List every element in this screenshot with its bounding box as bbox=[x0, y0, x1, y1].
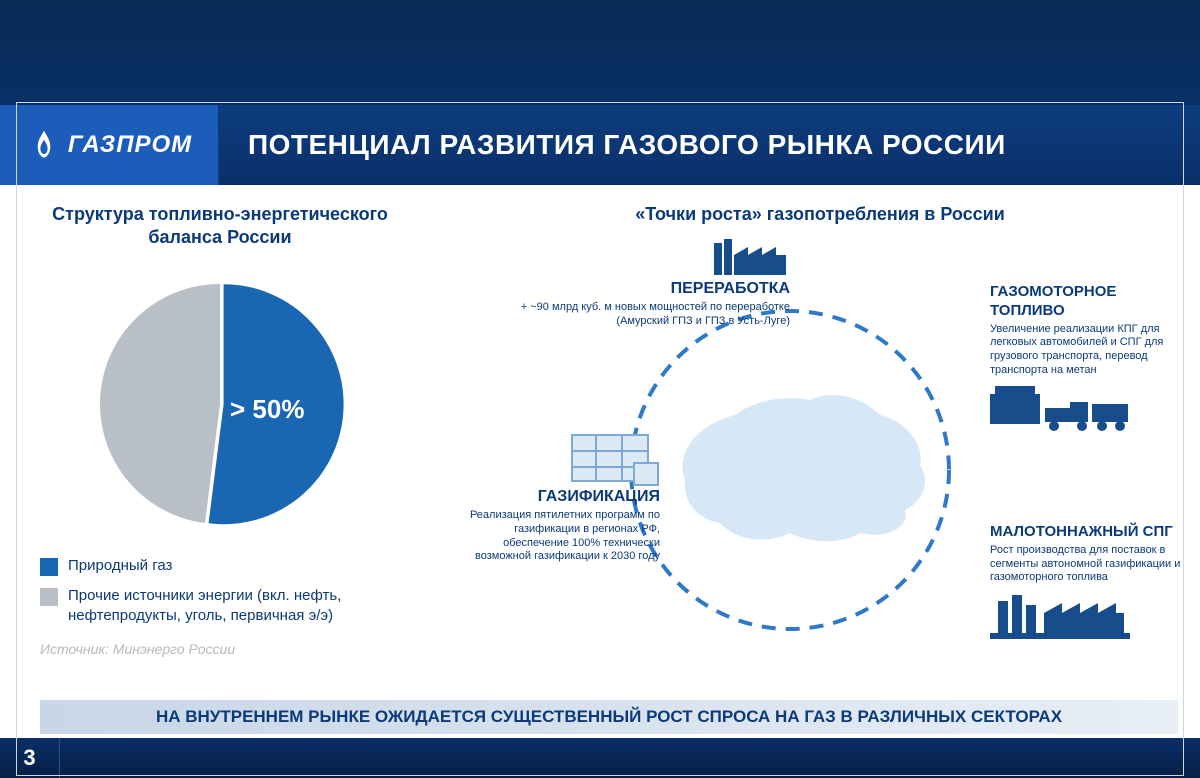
node-gasification-title: ГАЗИФИКАЦИЯ bbox=[450, 487, 660, 507]
brand-logo: ГАЗПРОМ bbox=[0, 105, 220, 185]
legend-item-2: Прочие источники энергии (вкл. нефть, не… bbox=[40, 586, 400, 625]
left-subtitle: Структура топливно-энергетического балан… bbox=[52, 203, 388, 248]
factory-icon bbox=[710, 233, 790, 279]
conclusion-bar: НА ВНУТРЕННЕМ РЫНКЕ ОЖИДАЕТСЯ СУЩЕСТВЕНН… bbox=[40, 700, 1178, 734]
legend-item-1: Природный газ bbox=[40, 556, 400, 576]
node-motor-fuel-title: ГАЗОМОТОРНОЕ ТОПЛИВО bbox=[990, 283, 1190, 321]
node-small-lng: МАЛОТОННАЖНЫЙ СПГ Рост производства для … bbox=[990, 523, 1190, 641]
legend-swatch-2 bbox=[40, 588, 58, 606]
node-motor-fuel: ГАЗОМОТОРНОЕ ТОПЛИВО Увеличение реализац… bbox=[990, 283, 1190, 434]
node-processing: ПЕРЕРАБОТКА + ~90 млрд куб. м новых мощн… bbox=[520, 233, 790, 329]
footer: 3 bbox=[0, 738, 1200, 778]
left-subtitle-l1: Структура топливно-энергетического bbox=[52, 204, 388, 224]
node-processing-title: ПЕРЕРАБОТКА bbox=[520, 279, 790, 299]
flame-icon bbox=[26, 127, 62, 163]
legend-swatch-1 bbox=[40, 558, 58, 576]
legend: Природный газ Прочие источники энергии (… bbox=[40, 556, 400, 635]
blueprint-icon bbox=[570, 433, 660, 487]
pie-center-label: > 50% bbox=[230, 394, 304, 425]
slide: ГАЗПРОМ ПОТЕНЦИАЛ РАЗВИТИЯ ГАЗОВОГО РЫНК… bbox=[0, 0, 1200, 778]
node-gasification-desc: Реализация пятилетних программ по газифи… bbox=[450, 509, 660, 564]
body: Структура топливно-энергетического балан… bbox=[0, 185, 1200, 705]
legend-text-1: Природный газ bbox=[68, 556, 172, 576]
node-small-lng-desc: Рост производства для поставок в сегмент… bbox=[990, 544, 1190, 585]
slide-title: ПОТЕНЦИАЛ РАЗВИТИЯ ГАЗОВОГО РЫНКА РОССИИ bbox=[220, 105, 1200, 185]
top-band bbox=[0, 0, 1200, 105]
node-small-lng-title: МАЛОТОННАЖНЫЙ СПГ bbox=[990, 523, 1190, 542]
plant-icon bbox=[990, 589, 1130, 641]
header: ГАЗПРОМ ПОТЕНЦИАЛ РАЗВИТИЯ ГАЗОВОГО РЫНК… bbox=[0, 105, 1200, 185]
ring-svg bbox=[625, 305, 955, 635]
right-column: «Точки роста» газопотребления в России П… bbox=[400, 203, 1180, 697]
node-processing-desc: + ~90 млрд куб. м новых мощностей по пер… bbox=[520, 301, 790, 329]
right-subtitle: «Точки роста» газопотребления в России bbox=[460, 203, 1180, 226]
page-number: 3 bbox=[0, 738, 60, 778]
source-note: Источник: Минэнерго России bbox=[40, 641, 400, 657]
legend-text-2: Прочие источники энергии (вкл. нефть, не… bbox=[68, 586, 400, 625]
brand-text: ГАЗПРОМ bbox=[68, 131, 192, 159]
left-subtitle-l2: баланса России bbox=[148, 227, 291, 247]
growth-ring bbox=[625, 305, 955, 635]
pie-chart: > 50% bbox=[80, 272, 360, 532]
node-motor-fuel-desc: Увеличение реализации КПГ для легковых а… bbox=[990, 323, 1190, 378]
fuel-station-icon bbox=[990, 384, 1130, 434]
left-column: Структура топливно-энергетического балан… bbox=[40, 203, 400, 697]
node-gasification: ГАЗИФИКАЦИЯ Реализация пятилетних програ… bbox=[450, 433, 660, 564]
